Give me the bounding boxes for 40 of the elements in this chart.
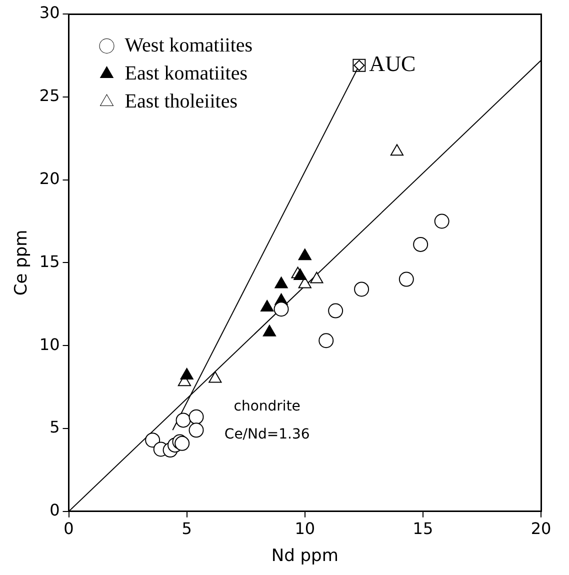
point [298,248,312,260]
x-tick-label: 10 [294,519,316,538]
y-tick-label: 10 [39,334,60,354]
y-tick-label: 15 [39,252,60,271]
x-axis-title: Nd ppm [271,546,338,566]
y-tick-label: 25 [39,86,60,106]
y-tick-label: 5 [50,418,60,437]
point [274,276,288,288]
point [262,324,276,336]
point [434,214,450,229]
x-tick-label: 20 [530,519,552,538]
y-tick-label: 30 [39,3,60,22]
point [294,268,307,280]
point [188,409,204,424]
y-tick-label: 0 [50,500,60,520]
point [176,412,191,428]
point [413,236,428,252]
point [310,272,324,284]
annotation: Ce/Nd=1.36 [224,426,310,443]
point [188,422,204,438]
x-tick-label: 5 [182,519,192,538]
point [390,144,404,156]
point [274,302,289,317]
point [354,282,370,297]
legend-label: East komatiites [124,62,248,84]
point [180,368,194,380]
x-tick-label: 0 [64,519,74,538]
point [398,272,414,287]
point [318,333,334,348]
annotation: chondrite [234,398,300,415]
point [328,303,344,318]
legend-label: East tholeiites [124,90,238,112]
point [260,300,274,312]
point [208,371,222,383]
y-axis-title: Ce ppm [12,230,32,296]
annotation: AUC [369,51,416,76]
point [145,432,160,448]
x-tick-label: 15 [412,519,434,538]
y-tick-label: 20 [39,168,60,188]
legend-label: West komatiites [124,34,253,56]
